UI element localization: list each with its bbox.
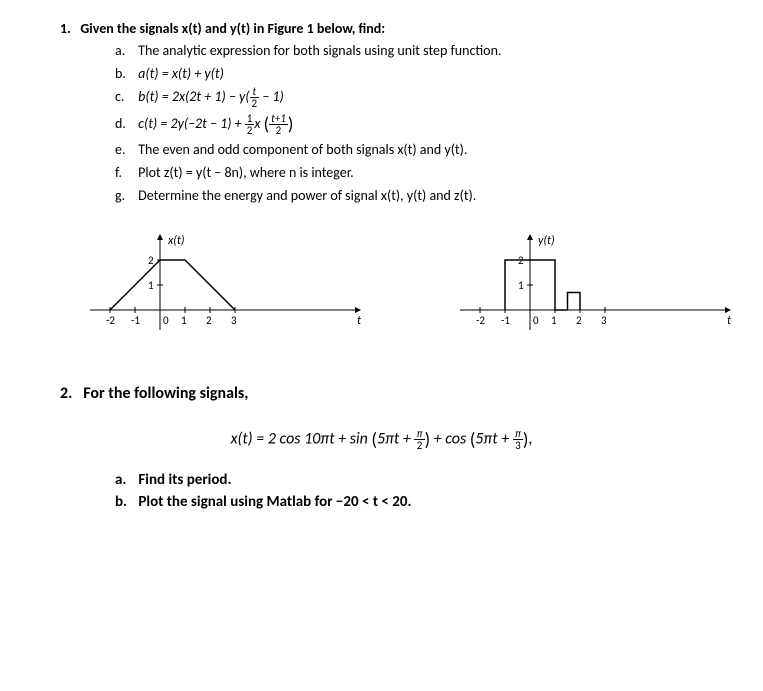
q1-header: 1. Given the signals x(t) and y(t) in Fi… <box>60 20 703 37</box>
q1-b-label: b. <box>115 64 135 84</box>
q1-d-pre: c(t) = 2y(−2t − 1) + <box>138 115 245 132</box>
svg-text:0: 0 <box>163 314 169 327</box>
q1-b: b. a(t) = x(t) + y(t) <box>115 64 703 84</box>
q1-f: f. Plot z(t) = y(t − 8n), where n is int… <box>115 163 703 183</box>
svg-text:-1: -1 <box>131 314 140 327</box>
q1-c-label: c. <box>115 87 135 107</box>
q2-end: , <box>528 429 532 448</box>
q2-header: 2. For the following signals, <box>60 384 703 403</box>
q1-c-post: − 1) <box>259 88 284 105</box>
q2-b-text: Plot the signal using Matlab for −20 < t… <box>138 493 411 511</box>
question-2: 2. For the following signals, x(t) = 2 c… <box>60 384 703 511</box>
q2-eq-pre: x(t) = 2 cos 10πt + sin <box>231 429 372 448</box>
q1-d-f1: 12 <box>245 113 255 136</box>
q1-e: e. The even and odd component of both si… <box>115 140 703 160</box>
svg-text:1: 1 <box>181 314 187 327</box>
q1-f-label: f. <box>115 163 135 183</box>
svg-text:2: 2 <box>576 314 582 327</box>
q1-num: 1. <box>60 20 71 37</box>
q1-g: g. Determine the energy and power of sig… <box>115 186 703 206</box>
q1-d: d. c(t) = 2y(−2t − 1) + 12x (t+12) <box>115 112 703 137</box>
q1-d-label: d. <box>115 114 135 134</box>
svg-text:t: t <box>727 314 732 328</box>
svg-text:3: 3 <box>231 314 237 327</box>
q1-title: Given the signals x(t) and y(t) in Figur… <box>80 20 385 37</box>
q1-sublist: a. The analytic expression for both sign… <box>115 41 703 205</box>
q2-sublist: a. Find its period. b. Plot the signal u… <box>115 471 703 511</box>
q1-c-den: 2 <box>250 98 260 109</box>
svg-text:x(t): x(t) <box>167 234 185 248</box>
q2-b-label: b. <box>115 493 135 511</box>
plot-y-svg: y(t)t-2-1012312 <box>455 230 735 340</box>
svg-text:-2: -2 <box>106 314 115 327</box>
q1-d-mid: x <box>254 115 263 132</box>
q1-d-f2d: 2 <box>269 125 288 136</box>
svg-text:-2: -2 <box>476 314 485 327</box>
svg-text:3: 3 <box>601 314 607 327</box>
q2-eq: x(t) = 2 cos 10πt + sin (5πt + π2) + cos… <box>60 428 703 451</box>
q1-g-text: Determine the energy and power of signal… <box>138 187 476 204</box>
svg-text:1: 1 <box>518 279 524 292</box>
q2-p2: 5πt + <box>475 429 513 448</box>
q1-a-text: The analytic expression for both signals… <box>138 42 501 59</box>
plots-row: x(t)t-2-1012312 y(t)t-2-1012312 <box>85 230 703 344</box>
svg-text:0: 0 <box>533 314 539 327</box>
plot-x-svg: x(t)t-2-1012312 <box>85 230 365 340</box>
q1-b-text: a(t) = x(t) + y(t) <box>138 65 224 82</box>
q1-d-rp: ) <box>288 113 293 135</box>
q2-b: b. Plot the signal using Matlab for −20 … <box>115 493 703 511</box>
q1-c: c. b(t) = 2x(2t + 1) − y(t2 − 1) <box>115 86 703 109</box>
svg-text:y(t): y(t) <box>538 234 555 248</box>
q2-f1d: 2 <box>414 440 424 451</box>
q1-c-pre: b(t) = 2x(2t + 1) − y( <box>138 88 249 105</box>
q2-a-text: Find its period. <box>138 471 231 489</box>
svg-text:t: t <box>357 314 362 328</box>
q2-f2: π3 <box>513 428 523 451</box>
plot-x: x(t)t-2-1012312 <box>85 230 365 344</box>
q2-f2d: 3 <box>513 440 523 451</box>
q1-g-label: g. <box>115 186 135 206</box>
q1-a-label: a. <box>115 41 135 61</box>
q1-e-label: e. <box>115 140 135 160</box>
q1-a: a. The analytic expression for both sign… <box>115 41 703 61</box>
question-1: 1. Given the signals x(t) and y(t) in Fi… <box>60 20 703 205</box>
q1-c-frac: t2 <box>250 86 260 109</box>
svg-text:1: 1 <box>551 314 557 327</box>
q1-e-text: The even and odd component of both signa… <box>138 141 467 158</box>
svg-text:-1: -1 <box>501 314 510 327</box>
q1-d-f2: t+12 <box>269 113 288 136</box>
q1-f-text: Plot z(t) = y(t − 8n), where n is intege… <box>138 164 354 181</box>
q2-mid: + cos <box>430 429 470 448</box>
q2-a-label: a. <box>115 471 135 489</box>
svg-text:2: 2 <box>148 254 154 267</box>
q2-f1: π2 <box>414 428 424 451</box>
q1-d-f1d: 2 <box>245 125 255 136</box>
svg-text:1: 1 <box>148 279 154 292</box>
plot-y: y(t)t-2-1012312 <box>455 230 735 344</box>
q2-title: For the following signals, <box>83 384 248 403</box>
q2-a: a. Find its period. <box>115 471 703 489</box>
q2-num: 2. <box>60 384 72 403</box>
svg-text:2: 2 <box>206 314 212 327</box>
q2-p1: 5πt + <box>377 429 415 448</box>
